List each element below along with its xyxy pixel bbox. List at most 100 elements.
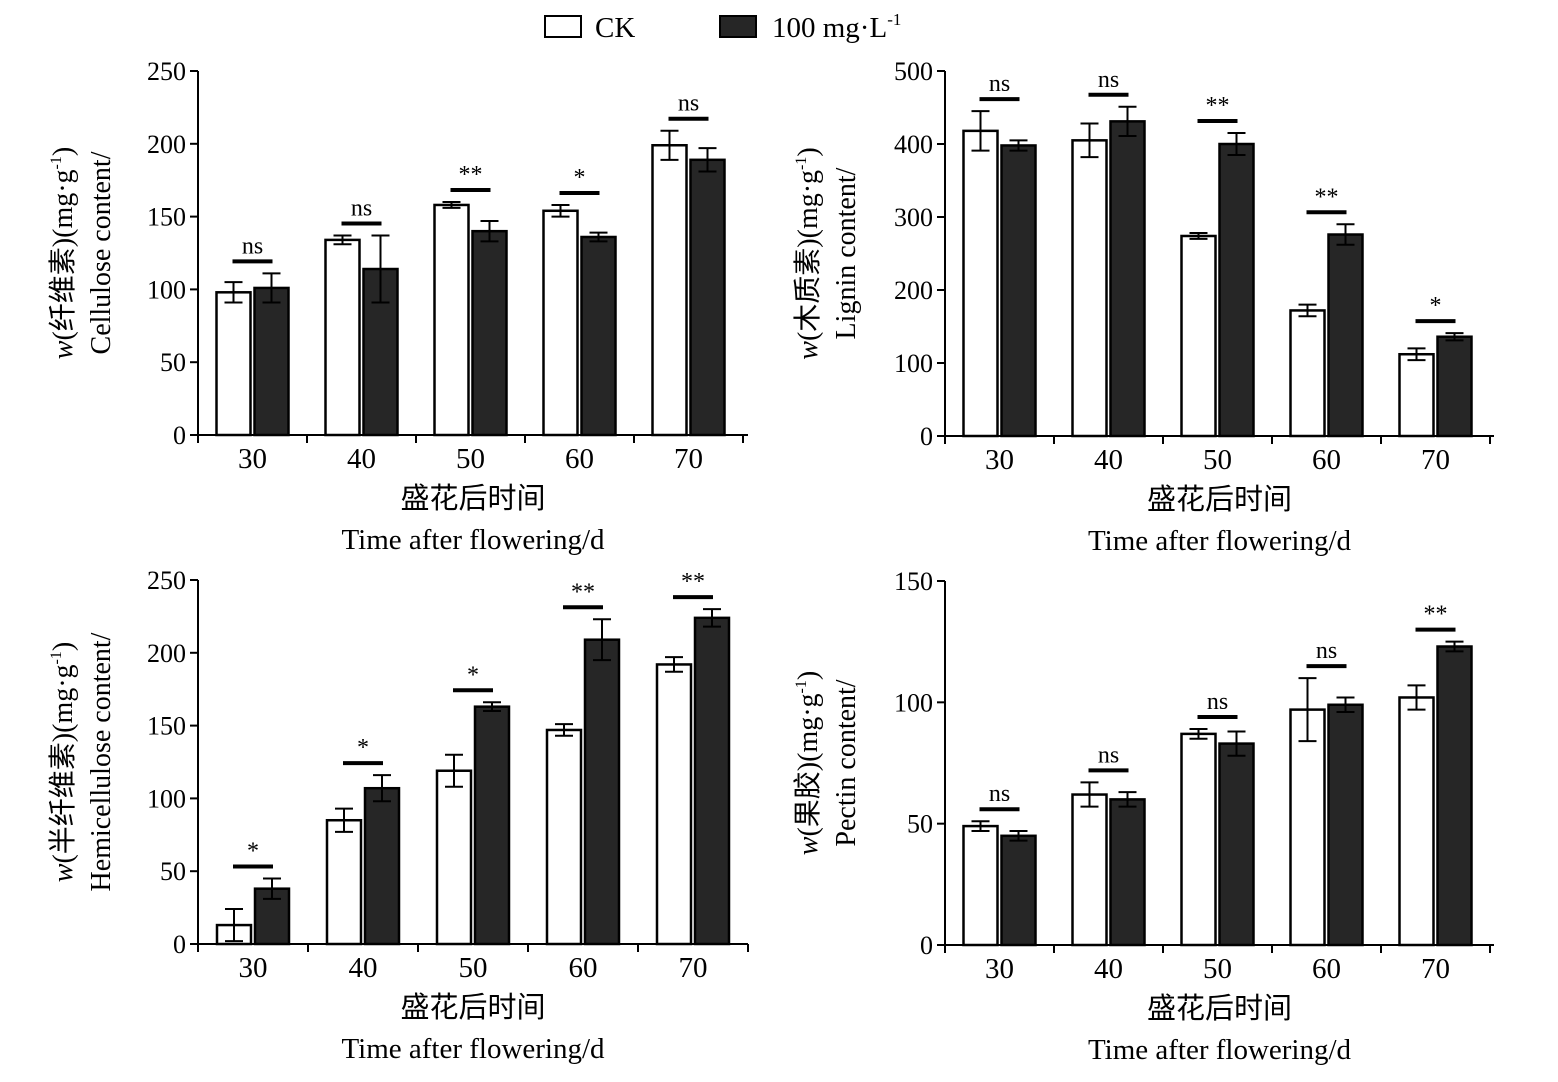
x-tick-label: 50: [456, 443, 485, 475]
x-tick-label: 40: [1094, 953, 1123, 985]
significance-label: **: [1315, 184, 1339, 210]
significance-label: ns: [351, 196, 372, 222]
significance-label: ns: [989, 781, 1010, 807]
significance-label: *: [357, 735, 369, 761]
significance-label: ns: [1098, 67, 1119, 93]
x-axis-label-cn: 盛花后时间: [400, 991, 545, 1024]
bar-treatment: [473, 705, 511, 946]
bar-treatment: [363, 786, 401, 946]
y-tick-label: 150: [147, 203, 186, 232]
bar-treatment: [471, 229, 508, 437]
bar-ck: [1398, 352, 1435, 438]
bar-ck: [1289, 309, 1326, 438]
bar-treatment: [1000, 834, 1037, 947]
significance-label: ns: [678, 91, 699, 117]
significance-label: ns: [1098, 742, 1119, 768]
significance-label: **: [459, 162, 483, 188]
x-axis-label-en: Time after flowering/d: [1088, 525, 1352, 557]
bar-ck: [651, 144, 688, 437]
y-tick-label: 200: [147, 130, 186, 159]
bar-ck: [1071, 793, 1108, 947]
x-tick-label: 60: [565, 443, 594, 475]
x-tick-label: 60: [1312, 444, 1341, 476]
x-axis-label-cn: 盛花后时间: [400, 482, 545, 515]
significance-label: ns: [242, 233, 263, 259]
y-tick-label: 500: [894, 57, 933, 86]
significance-label: *: [1430, 293, 1442, 319]
y-axis-label-line1: w(木质素)(mg·g-1): [792, 147, 824, 359]
x-tick-label: 30: [238, 443, 267, 475]
y-tick-label: 400: [894, 130, 933, 159]
bar-treatment: [1436, 335, 1473, 438]
y-tick-label: 100: [894, 688, 933, 717]
x-axis-label-cn: 盛花后时间: [1147, 483, 1292, 516]
bar-ck: [435, 769, 473, 946]
significance-label: *: [467, 662, 479, 688]
x-tick-label: 70: [1421, 953, 1450, 985]
x-axis-label-en: Time after flowering/d: [341, 1033, 605, 1065]
x-tick-label: 70: [1421, 444, 1450, 476]
bar-treatment: [253, 286, 290, 437]
bar-ck: [325, 818, 363, 946]
x-tick-label: 60: [1312, 953, 1341, 985]
y-tick-label: 50: [907, 810, 933, 839]
bar-ck: [962, 129, 999, 438]
y-tick-label: 50: [160, 348, 186, 377]
y-tick-label: 0: [920, 422, 933, 451]
chart-panel-bottom-left: 0 50 100 150 200 250 30 * 40 * 50 * 60 ** 70 ** 盛花后时间 Tim…: [47, 566, 749, 1065]
significance-label: **: [1206, 93, 1230, 119]
bar-ck: [545, 728, 583, 946]
significance-label: ns: [1316, 638, 1337, 664]
y-tick-label: 200: [894, 276, 933, 305]
chart-panel-bottom-right: 0 50 100 150 30 ns 40 ns 50 ns 60 ns 70 ** 盛花后时间 Time a…: [792, 567, 1494, 1066]
y-axis-label-line1: w(半纤维素)(mg·g-1): [47, 642, 79, 882]
y-axis-label-line2: Cellulose content/: [86, 151, 117, 354]
significance-label: *: [574, 165, 586, 191]
legend-label-ck: CK: [595, 12, 635, 44]
x-tick-label: 50: [1203, 444, 1232, 476]
y-tick-label: 250: [147, 566, 186, 595]
bar-treatment: [1218, 142, 1255, 438]
x-tick-label: 40: [349, 952, 378, 984]
y-tick-label: 200: [147, 639, 186, 668]
bar-treatment: [689, 158, 726, 437]
bar-ck: [962, 824, 999, 947]
y-axis-label-line1: w(纤维素)(mg·g-1): [47, 147, 79, 359]
bar-treatment: [583, 638, 621, 946]
x-tick-label: 50: [459, 952, 488, 984]
bar-ck: [433, 203, 470, 437]
bar-treatment: [693, 616, 731, 946]
y-tick-label: 50: [160, 857, 186, 886]
bar-treatment: [1109, 798, 1146, 947]
bar-ck: [1071, 139, 1108, 438]
bar-treatment: [1000, 144, 1037, 438]
significance-label: **: [571, 579, 595, 605]
bar-ck: [655, 663, 693, 946]
y-tick-label: 0: [920, 931, 933, 960]
x-tick-label: 60: [569, 952, 598, 984]
significance-label: *: [247, 838, 259, 864]
bar-ck: [215, 291, 252, 437]
bar-treatment: [1109, 120, 1146, 438]
y-tick-label: 0: [173, 930, 186, 959]
y-tick-label: 100: [147, 784, 186, 813]
bar-ck: [1180, 234, 1217, 438]
y-axis-label-line2: Pectin content/: [831, 679, 862, 846]
bar-ck: [324, 238, 361, 437]
bar-treatment: [1327, 233, 1364, 438]
x-tick-label: 30: [985, 953, 1014, 985]
y-tick-label: 100: [147, 275, 186, 304]
chart-panel-top-left: 0 50 100 150 200 250 30 ns 40 ns 50 ** 60 * 70 ns 盛花后时间 T…: [47, 57, 748, 556]
significance-label: ns: [1207, 689, 1228, 715]
x-tick-label: 30: [239, 952, 268, 984]
legend-swatch-treatment: [719, 15, 757, 38]
y-axis-label-line2: Lignin content/: [831, 167, 862, 339]
significance-label: **: [1424, 602, 1448, 628]
y-axis-label-line2: Hemicellulose content/: [86, 632, 117, 891]
bar-ck: [1180, 732, 1217, 947]
x-axis-label-en: Time after flowering/d: [341, 524, 605, 556]
y-tick-label: 300: [894, 203, 933, 232]
y-tick-label: 150: [147, 712, 186, 741]
significance-label: **: [681, 569, 705, 595]
